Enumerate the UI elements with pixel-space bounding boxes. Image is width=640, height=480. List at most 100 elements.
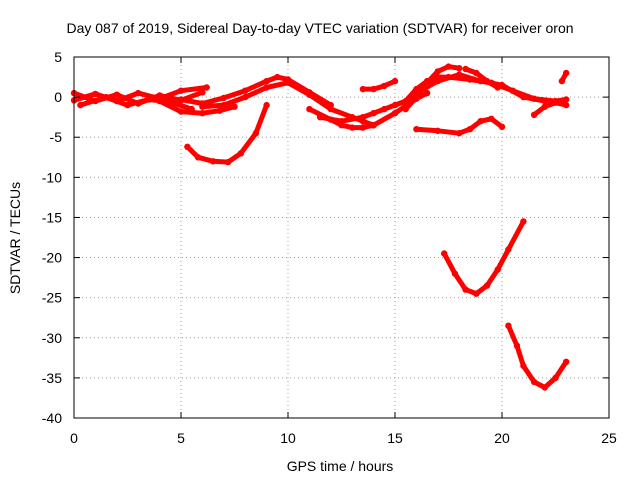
data-point — [274, 73, 281, 81]
data-point — [541, 103, 548, 110]
x-tick-label: 0 — [70, 430, 78, 446]
data-point — [391, 101, 399, 109]
data-point — [402, 105, 409, 113]
data-point — [216, 107, 223, 114]
data-point — [113, 91, 121, 98]
data-point — [306, 105, 313, 113]
series-line-arc-03 — [77, 94, 195, 112]
data-point — [370, 85, 377, 93]
data-point — [145, 96, 153, 103]
y-axis-label: SDTVAR / TECUs — [7, 182, 23, 294]
data-point — [359, 114, 367, 121]
data-point — [488, 115, 495, 123]
data-point — [477, 118, 484, 125]
data-point — [541, 97, 548, 105]
data-point — [263, 77, 270, 85]
data-point — [473, 290, 480, 297]
data-point — [92, 90, 99, 98]
data-point — [494, 84, 501, 91]
series-line-arc-14 — [463, 66, 501, 90]
data-point — [77, 101, 84, 109]
y-tick-label: -20 — [42, 250, 62, 266]
data-point — [434, 68, 441, 75]
series-line-arc-10 — [360, 78, 398, 92]
data-point — [177, 108, 185, 115]
data-point — [498, 123, 506, 130]
data-point — [381, 82, 388, 90]
y-tick-label: -30 — [42, 330, 62, 346]
data-point — [520, 218, 527, 225]
data-point — [156, 97, 163, 105]
data-point — [327, 105, 334, 113]
data-point — [177, 87, 185, 94]
data-point — [224, 158, 232, 166]
data-point — [451, 270, 459, 277]
data-point — [199, 103, 206, 110]
data-point — [541, 384, 548, 391]
data-point — [194, 154, 202, 161]
data-point — [563, 69, 570, 77]
x-tick-label: 20 — [494, 430, 510, 446]
x-tick-label: 5 — [177, 430, 185, 446]
y-tick-label: 0 — [54, 89, 62, 105]
data-point — [184, 143, 191, 150]
data-point — [520, 362, 527, 370]
y-tick-label: -15 — [42, 209, 62, 225]
y-tick-label: -25 — [42, 290, 62, 306]
data-point — [391, 77, 399, 85]
data-point — [413, 89, 420, 97]
data-point — [263, 84, 270, 91]
data-point — [552, 99, 559, 106]
data-point — [505, 246, 512, 253]
data-point — [124, 101, 131, 109]
data-point — [434, 127, 441, 134]
x-axis-label: GPS time / hours — [287, 458, 394, 474]
data-point — [263, 101, 270, 109]
data-point — [423, 77, 431, 85]
series-line-arc-18 — [441, 219, 526, 297]
data-point — [391, 110, 399, 117]
data-point — [563, 101, 570, 109]
data-point — [445, 63, 452, 70]
y-tick-label: -35 — [42, 370, 62, 386]
data-point — [135, 89, 142, 97]
y-tick-label: -5 — [50, 129, 63, 145]
data-point — [209, 158, 217, 165]
data-point — [530, 378, 538, 386]
data-point — [473, 69, 480, 77]
data-point — [552, 374, 559, 382]
y-tick-label: -40 — [42, 410, 62, 426]
data-point — [284, 79, 292, 86]
data-point — [199, 110, 206, 117]
y-tick-label: 5 — [54, 49, 62, 65]
data-point — [381, 105, 388, 113]
data-point — [513, 342, 521, 349]
data-point — [462, 65, 469, 73]
data-point — [423, 89, 431, 97]
data-point — [359, 85, 367, 93]
y-tick-label: -10 — [42, 169, 62, 185]
data-point — [252, 130, 260, 137]
data-point — [220, 101, 227, 109]
data-point — [359, 124, 367, 131]
x-tick-label: 10 — [280, 430, 296, 446]
data-point — [558, 77, 566, 85]
data-point — [494, 266, 501, 273]
data-point — [102, 93, 110, 101]
data-point — [338, 118, 345, 125]
ticks: 0 5 10 15 20 25 5 0 -5 -10 -15 -20 -25 -30 -35 -40 — [42, 49, 617, 446]
data-point — [306, 91, 313, 98]
data-point — [242, 87, 249, 94]
data-point — [242, 93, 249, 101]
data-point — [434, 77, 441, 85]
series-group — [70, 63, 570, 391]
series-line-arc-15 — [531, 100, 569, 118]
data-point — [237, 150, 245, 157]
data-point — [483, 77, 491, 85]
x-tick-label: 25 — [601, 430, 617, 446]
x-tick-label: 15 — [387, 430, 403, 446]
data-point — [220, 94, 227, 102]
data-point — [177, 96, 185, 103]
data-point — [441, 250, 448, 257]
data-point — [231, 103, 238, 110]
